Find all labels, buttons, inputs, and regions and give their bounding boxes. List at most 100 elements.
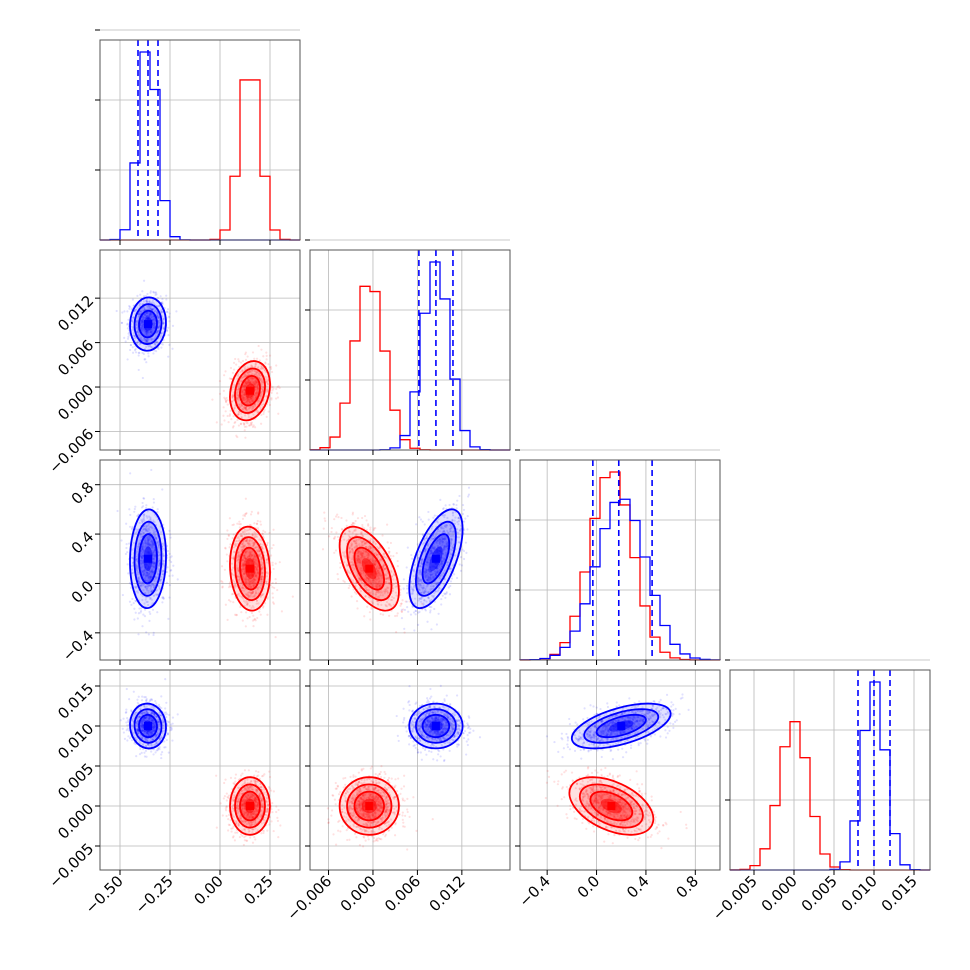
scatter-point (245, 550, 249, 553)
scatter-point (142, 497, 145, 500)
scatter-point (162, 559, 165, 562)
scatter-point (142, 315, 145, 318)
scatter-point (142, 573, 146, 576)
scatter-point (231, 536, 234, 540)
scatter-point (253, 404, 256, 407)
scatter-point (152, 519, 155, 522)
scatter-point (156, 316, 159, 319)
scatter-point (242, 540, 245, 543)
scatter-point (156, 510, 159, 514)
scatter-point (246, 374, 249, 377)
scatter-point (150, 584, 153, 587)
scatter-point (137, 545, 140, 548)
scatter-point (166, 329, 169, 333)
scatter-point (150, 345, 153, 349)
scatter-point (147, 574, 150, 577)
scatter-point (262, 403, 265, 406)
scatter-point (232, 592, 235, 595)
scatter-point (162, 597, 165, 600)
scatter-point (145, 600, 148, 604)
scatter-point (260, 365, 263, 368)
scatter-point (150, 330, 153, 333)
scatter-point (272, 602, 276, 605)
scatter-point (244, 401, 247, 404)
scatter-point (145, 331, 148, 334)
scatter-point (149, 584, 152, 587)
scatter-point (144, 527, 147, 530)
scatter-point (250, 405, 253, 408)
scatter-point (140, 311, 143, 314)
scatter-point (244, 436, 247, 439)
scatter-point (440, 603, 443, 606)
scatter-point (154, 309, 157, 312)
scatter-point (152, 531, 155, 535)
scatter-point (142, 295, 146, 298)
scatter-point (252, 377, 255, 380)
scatter-point (240, 394, 243, 397)
scatter-point (152, 594, 155, 598)
scatter-point (254, 371, 258, 375)
scatter-point (270, 370, 274, 374)
scatter-point (144, 527, 147, 531)
scatter-point (153, 562, 157, 565)
scatter-point (126, 327, 129, 330)
scatter-point (132, 542, 136, 545)
scatter-point (242, 376, 246, 379)
scatter-point (142, 352, 145, 356)
scatter-point (152, 327, 155, 330)
scatter-point (237, 403, 240, 406)
scatter-point (264, 581, 268, 584)
scatter-point (260, 558, 263, 561)
scatter-point (243, 429, 246, 432)
scatter-point (138, 521, 141, 525)
scatter-point (421, 533, 424, 536)
scatter-point (406, 606, 409, 609)
scatter-point (170, 555, 173, 558)
scatter-point (243, 559, 246, 562)
scatter-point (140, 320, 143, 323)
scatter-point (126, 310, 129, 313)
scatter-point (151, 602, 154, 605)
panel-content (115, 279, 281, 439)
scatter-point (137, 354, 140, 357)
scatter-point (244, 365, 247, 368)
scatter-point (244, 407, 247, 410)
scatter-point (145, 504, 148, 507)
scatter-point (136, 319, 139, 323)
scatter-point (161, 596, 164, 599)
scatter-point (133, 618, 136, 621)
scatter-point (442, 507, 445, 511)
scatter-point (162, 570, 165, 573)
scatter-point (140, 326, 143, 329)
scatter-point (242, 587, 245, 590)
scatter-point (241, 390, 244, 393)
scatter-point (243, 389, 246, 392)
scatter-point (215, 421, 218, 424)
scatter-point (258, 372, 261, 375)
scatter-point (257, 553, 261, 556)
scatter-point (147, 527, 151, 530)
scatter-point (154, 533, 157, 537)
scatter-point (162, 321, 165, 324)
density-contour (133, 303, 163, 345)
scatter-point (395, 631, 398, 634)
scatter-point (128, 508, 131, 511)
scatter-point (248, 380, 251, 384)
scatter-point (251, 604, 254, 608)
scatter-point (255, 599, 259, 602)
density-contour (239, 375, 261, 407)
panel-frame (99, 249, 301, 451)
scatter-point (152, 561, 155, 564)
scatter-point (337, 578, 340, 581)
scatter-point (148, 543, 151, 546)
scatter-point (241, 391, 244, 394)
scatter-point (428, 605, 431, 609)
scatter-point (336, 513, 339, 516)
scatter-point (245, 581, 248, 584)
scatter-point (261, 389, 264, 392)
scatter-point (138, 304, 141, 307)
scatter-point (242, 422, 245, 425)
scatter-point (252, 614, 255, 617)
scatter-point (159, 336, 163, 339)
scatter-point (224, 401, 228, 404)
